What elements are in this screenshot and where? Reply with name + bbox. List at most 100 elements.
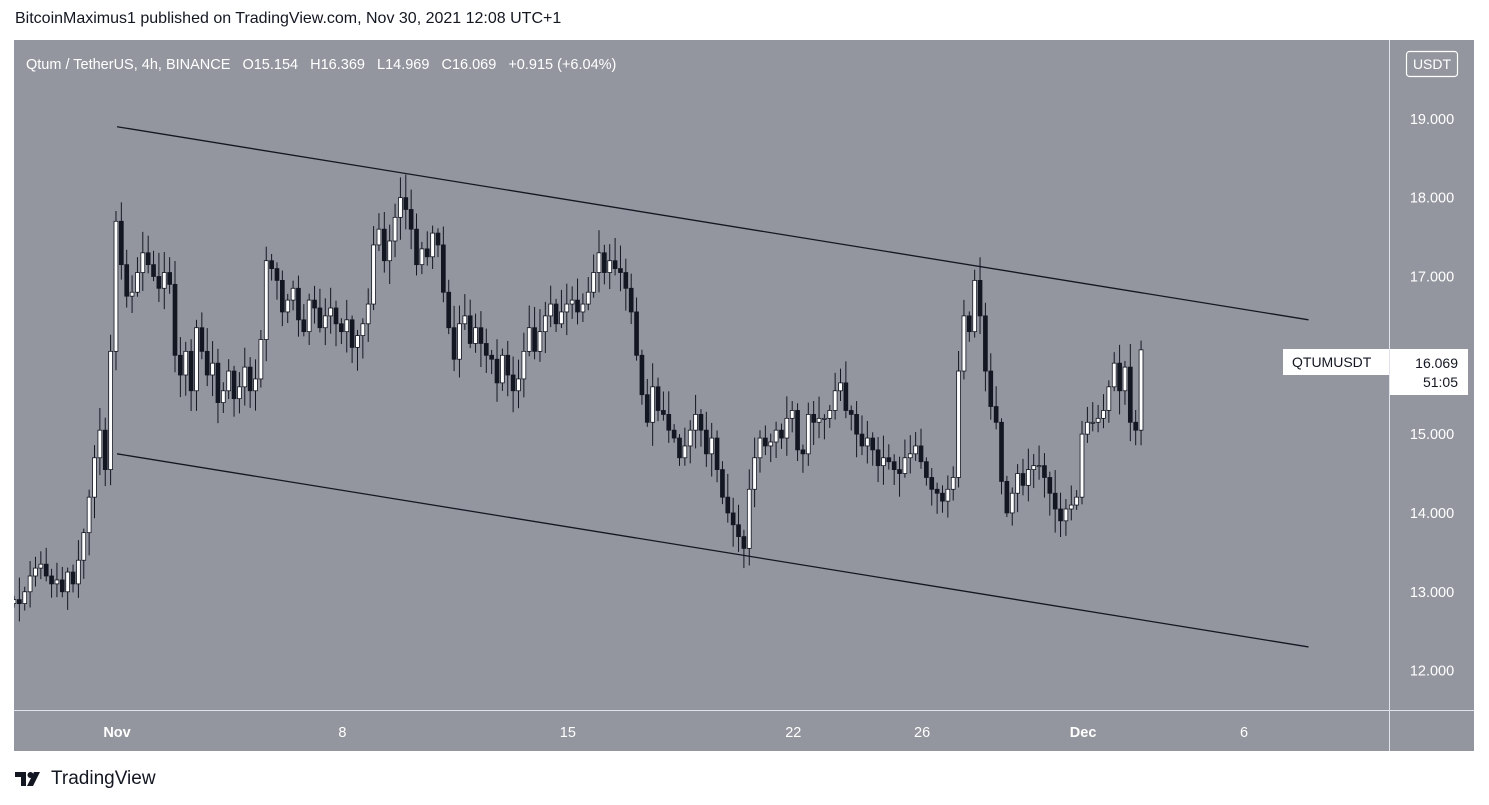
candle-body: [1133, 421, 1139, 431]
channel-lower-line[interactable]: [116, 453, 1309, 648]
candle-body: [473, 327, 478, 344]
candle-body: [371, 244, 376, 305]
currency-button[interactable]: USDT: [1405, 50, 1459, 78]
open-label: O: [242, 57, 253, 73]
candle-body: [360, 323, 366, 336]
candle-body: [693, 414, 698, 431]
candle-body: [768, 441, 774, 447]
candle-body: [220, 390, 226, 403]
candle-body: [999, 421, 1004, 482]
candle-body: [1052, 492, 1058, 510]
candles-group: [14, 174, 1144, 622]
candle-body: [822, 417, 827, 420]
candle-body: [113, 220, 119, 352]
candle-body: [934, 488, 940, 494]
candle-body: [483, 343, 489, 356]
candle-body: [671, 429, 677, 439]
candle-body: [489, 354, 494, 360]
candle-body: [618, 268, 623, 273]
candle-body: [344, 319, 350, 333]
candle-body: [500, 354, 505, 384]
candle-body: [602, 252, 607, 273]
chart-frame[interactable]: 19.000 18.000 17.000 15.000 14.000 13.000 12.0…: [14, 40, 1474, 751]
candle-body: [76, 559, 81, 585]
candle-body: [92, 457, 97, 498]
chart-svg[interactable]: 19.000 18.000 17.000 15.000 14.000 13.000 12.0…: [14, 40, 1474, 751]
candle-body: [516, 378, 521, 392]
time-tick-label: 22: [785, 725, 801, 741]
candle-body: [43, 563, 49, 577]
candle-body: [1127, 366, 1133, 423]
candle-body: [430, 232, 435, 258]
candle-body: [575, 299, 580, 313]
candle-body: [231, 370, 237, 400]
candle-body: [210, 362, 215, 376]
time-tick-label: 6: [1240, 725, 1248, 741]
candle-body: [441, 244, 446, 293]
candle-body: [827, 410, 833, 419]
candle-body: [800, 449, 806, 455]
candle-body: [505, 354, 511, 376]
candle-body: [526, 327, 532, 352]
candle-body: [1090, 421, 1096, 424]
candle-body: [1068, 504, 1074, 510]
candle-body: [1106, 386, 1112, 411]
candle-body: [666, 414, 672, 431]
candle-body: [457, 323, 462, 360]
candle-body: [392, 216, 398, 242]
candle-body: [677, 437, 682, 459]
candle-body: [1138, 349, 1144, 431]
candle-body: [945, 488, 951, 502]
candle-body: [1009, 492, 1015, 514]
price-tag-countdown: 51:05: [1423, 374, 1458, 390]
candle-body: [1117, 362, 1122, 392]
tradingview-brand[interactable]: TradingView: [51, 768, 156, 789]
candle-body: [854, 414, 859, 435]
candle-body: [698, 414, 704, 431]
candle-body: [789, 410, 795, 419]
candle-body: [875, 449, 881, 467]
candle-body: [661, 410, 666, 415]
candle-body: [950, 477, 956, 490]
candle-body: [204, 350, 210, 376]
candle-body: [237, 386, 242, 400]
channel-upper-line[interactable]: [116, 126, 1309, 321]
channel-lines: [116, 126, 1309, 648]
candle-body: [725, 496, 731, 514]
high-label: H: [310, 57, 320, 73]
candle-body: [564, 303, 570, 313]
time-tick-label: 15: [560, 725, 576, 741]
candle-body: [634, 311, 639, 356]
candle-body: [1111, 362, 1117, 388]
candle-body: [333, 307, 339, 325]
candle-body: [349, 319, 355, 348]
candle-body: [280, 280, 285, 313]
candle-body: [585, 291, 591, 305]
candle-body: [537, 331, 543, 352]
candle-body: [703, 429, 709, 455]
candle-body: [59, 579, 65, 593]
candle-body: [918, 445, 924, 463]
candle-body: [27, 575, 33, 593]
candle-body: [682, 445, 688, 459]
price-tick-label: 18.000: [1410, 191, 1454, 207]
candle-body: [907, 453, 913, 459]
candle-body: [1058, 508, 1063, 522]
candle-body: [301, 319, 307, 333]
candle-body: [988, 370, 994, 407]
candle-body: [1063, 508, 1069, 522]
candle-body: [451, 327, 457, 360]
candle-body: [328, 307, 333, 317]
candle-body: [376, 228, 382, 246]
close-label: C: [441, 57, 451, 73]
candle-body: [446, 291, 452, 329]
candle-body: [70, 571, 76, 585]
candle-body: [1095, 417, 1101, 423]
candle-body: [140, 252, 146, 273]
candle-body: [14, 599, 17, 604]
candle-body: [720, 469, 725, 498]
candle-body: [811, 414, 817, 423]
candle-body: [709, 437, 715, 455]
candle-body: [258, 339, 264, 380]
time-axis: Nov 8 15 22 26 Dec 6: [103, 725, 1248, 741]
